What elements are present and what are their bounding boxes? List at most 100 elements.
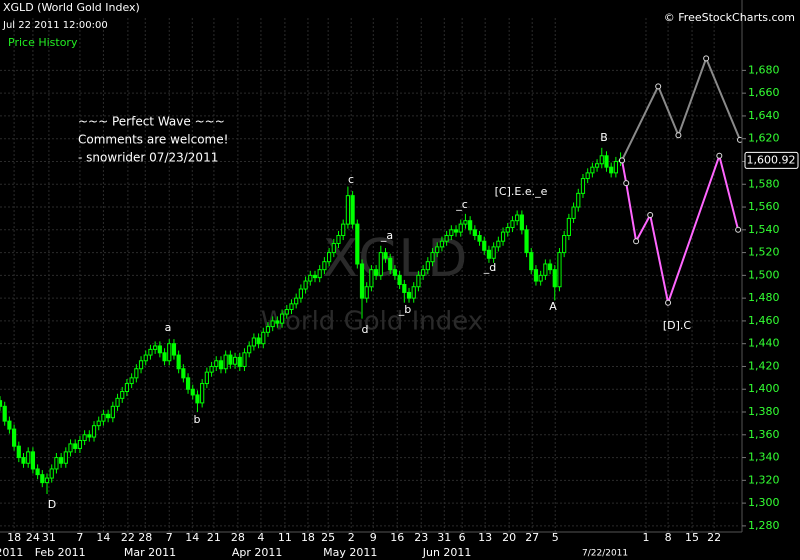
- x-tick-label: 18: [7, 531, 21, 544]
- candle-body: [557, 252, 562, 288]
- candle-body: [2, 405, 7, 422]
- x-tick-label: 25: [321, 531, 335, 544]
- candle-body: [594, 163, 600, 168]
- projection-point: [735, 226, 742, 233]
- candle-body: [604, 155, 609, 168]
- x-tick-label: 23: [414, 531, 428, 544]
- candle-body: [482, 240, 487, 251]
- candle-body: [298, 288, 303, 299]
- candle-body: [185, 377, 191, 390]
- candle-body: [242, 352, 247, 367]
- comment: - snowrider 07/23/2011: [78, 151, 218, 165]
- projection-point: [655, 83, 662, 90]
- candle-body: [463, 220, 468, 225]
- candle-body: [49, 468, 54, 479]
- y-tick-label: 1,520: [748, 246, 780, 259]
- candle-body: [181, 368, 186, 379]
- candle-body: [350, 195, 355, 225]
- candle-body: [571, 206, 576, 219]
- candle-body: [552, 269, 557, 288]
- candle-body: [153, 345, 158, 350]
- candle-body: [162, 352, 167, 362]
- candle-body: [91, 425, 97, 438]
- x-month-label: Apr 2011: [232, 546, 283, 559]
- projection-point: [716, 152, 723, 159]
- candle-body: [529, 252, 534, 271]
- candle-body: [477, 235, 482, 242]
- projection-point: [647, 212, 654, 219]
- candle-body: [148, 348, 153, 356]
- candle-body: [0, 400, 3, 407]
- candle-body: [284, 309, 289, 315]
- x-tick-label: 6: [459, 531, 466, 544]
- candle-body: [157, 345, 162, 354]
- candle-body: [444, 235, 449, 242]
- candle-body: [486, 249, 492, 259]
- axis-panel: [742, 0, 800, 560]
- candle-body: [279, 313, 285, 324]
- candle-body: [449, 229, 454, 237]
- wave-label: c: [348, 173, 354, 186]
- plot: a b c d _a _b _c _d [C].E.e._e A B D [D].C: [0, 55, 743, 511]
- x-month-label: May 2011: [323, 546, 377, 559]
- candle-body: [261, 331, 266, 345]
- candle-body: [576, 192, 581, 208]
- wave-label: _a: [380, 229, 393, 242]
- y-tick-label: 1,420: [748, 359, 780, 372]
- panel-label: Price History: [8, 36, 78, 49]
- candle-body: [190, 388, 195, 396]
- x-month-label: Feb 2011: [35, 546, 86, 559]
- candle-body: [289, 303, 294, 311]
- candle-body: [425, 261, 430, 271]
- x-tick-label: 20: [502, 531, 516, 544]
- wave-label: [C].E.e._e: [495, 185, 548, 198]
- candle-body: [331, 242, 336, 254]
- candle-body: [232, 356, 238, 365]
- candle-body: [247, 345, 252, 354]
- candle-body: [200, 383, 205, 404]
- candle-body: [96, 420, 101, 427]
- candle-body: [40, 474, 45, 484]
- candle-body: [21, 457, 26, 464]
- candle-body: [223, 354, 228, 370]
- projection-point: [633, 238, 640, 245]
- y-tick-label: 1,300: [748, 496, 780, 509]
- candle-body: [176, 354, 181, 370]
- copyright: © FreeStockCharts.com: [664, 11, 795, 24]
- wave-label: a: [165, 321, 172, 334]
- x-tick-label: 31: [42, 531, 56, 544]
- y-tick-label: 1,680: [748, 63, 780, 76]
- candle-body: [430, 252, 435, 263]
- candle-body: [294, 297, 299, 305]
- candle-body: [7, 420, 12, 430]
- candle-body: [374, 269, 379, 276]
- x-tick-label: 15: [685, 531, 699, 544]
- comment: ~~~ Perfect Wave ~~~: [78, 115, 225, 129]
- candle-body: [171, 343, 177, 356]
- candle-body: [110, 405, 115, 419]
- candle-body: [566, 217, 571, 237]
- candle-body: [265, 326, 271, 333]
- candle-body: [275, 320, 280, 324]
- y-tick-label: 1,480: [748, 291, 780, 304]
- candle-body: [355, 223, 360, 265]
- y-tick-label: 1,500: [748, 268, 780, 281]
- candle-body: [256, 337, 261, 345]
- wave-label: B: [600, 131, 608, 144]
- candle-body: [82, 434, 87, 441]
- candle-body: [496, 240, 501, 248]
- candle-body: [383, 252, 388, 259]
- candle-body: [562, 235, 567, 254]
- y-tick-label: 1,400: [748, 382, 780, 395]
- x-tick-label: 4: [257, 531, 264, 544]
- wave-label: _c: [455, 198, 468, 211]
- projection-point: [665, 299, 672, 306]
- candle-body: [63, 451, 68, 464]
- x-tick-label: 14: [96, 531, 110, 544]
- candle-body: [416, 274, 421, 288]
- candle-body: [54, 457, 59, 470]
- wave-label: D: [48, 498, 56, 511]
- candle-body: [435, 246, 440, 254]
- candle-body: [44, 477, 50, 484]
- candle-body: [138, 360, 144, 370]
